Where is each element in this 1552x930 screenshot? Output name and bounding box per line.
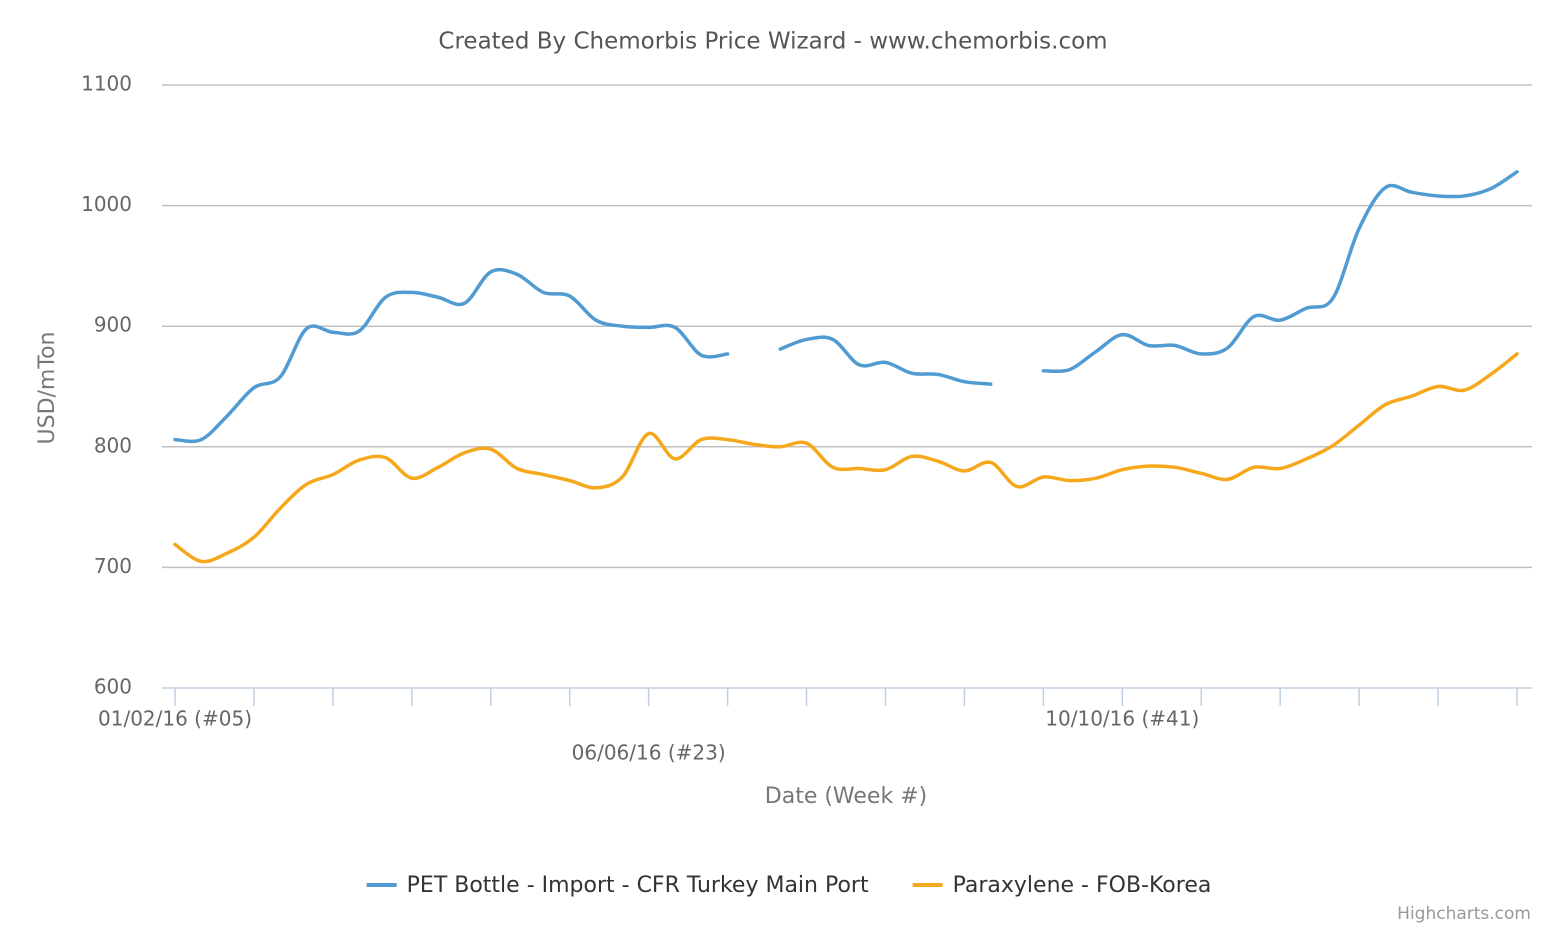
credits: Highcharts.com [1397, 904, 1531, 924]
y-tick-label: 1000 [81, 192, 132, 216]
x-tick-label: 10/10/16 (#41) [1045, 707, 1199, 731]
chart-title: Created By Chemorbis Price Wizard - www.… [438, 29, 1107, 55]
legend-label: PET Bottle - Import - CFR Turkey Main Po… [407, 873, 869, 898]
y-tick-label: 800 [94, 433, 132, 457]
y-tick-label: 900 [94, 313, 132, 337]
y-axis-label: USD/mTon [35, 332, 60, 445]
data-line [173, 170, 1519, 444]
x-tick-label: 06/06/16 (#23) [572, 741, 726, 765]
data-line [173, 352, 1519, 564]
y-tick-label: 1100 [81, 72, 132, 96]
x-tick-label: 01/02/16 (#05) [98, 707, 252, 731]
x-axis-label: Date (Week #) [765, 784, 927, 809]
y-tick-label: 600 [94, 675, 132, 699]
y-tick-label: 700 [94, 554, 132, 578]
legend-label: Paraxylene - FOB-Korea [953, 873, 1212, 898]
